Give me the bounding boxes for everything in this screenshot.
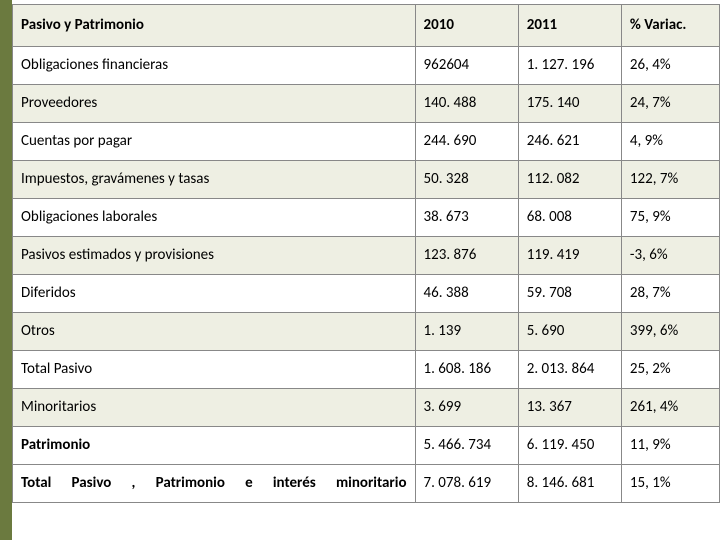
table-row: Otros1. 1395. 690399, 6% [13, 313, 720, 351]
cell-variac: 28, 7% [621, 275, 719, 313]
financial-table: Pasivo y Patrimonio 2010 2011 % Variac. … [12, 4, 720, 503]
cell-2010: 1. 139 [415, 313, 518, 351]
cell-2010: 244. 690 [415, 123, 518, 161]
cell-label: Pasivos estimados y provisiones [13, 237, 416, 275]
table-row: Cuentas por pagar244. 690246. 6214, 9% [13, 123, 720, 161]
cell-label: Total Pasivo , Patrimonio e interés mino… [13, 465, 416, 503]
cell-label: Impuestos, gravámenes y tasas [13, 161, 416, 199]
table-body: Obligaciones financieras9626041. 127. 19… [13, 47, 720, 503]
cell-label: Diferidos [13, 275, 416, 313]
table-row: Obligaciones financieras9626041. 127. 19… [13, 47, 720, 85]
cell-label: Proveedores [13, 85, 416, 123]
cell-2011: 6. 119. 450 [518, 427, 621, 465]
cell-label: Total Pasivo [13, 351, 416, 389]
cell-2010: 7. 078. 619 [415, 465, 518, 503]
cell-variac: 261, 4% [621, 389, 719, 427]
cell-2011: 175. 140 [518, 85, 621, 123]
cell-2011: 8. 146. 681 [518, 465, 621, 503]
cell-2011: 68. 008 [518, 199, 621, 237]
cell-label: Obligaciones financieras [13, 47, 416, 85]
cell-variac: 24, 7% [621, 85, 719, 123]
table-header-row: Pasivo y Patrimonio 2010 2011 % Variac. [13, 5, 720, 47]
cell-2011: 13. 367 [518, 389, 621, 427]
cell-2010: 962604 [415, 47, 518, 85]
cell-2010: 50. 328 [415, 161, 518, 199]
cell-label: Obligaciones laborales [13, 199, 416, 237]
cell-2011: 119. 419 [518, 237, 621, 275]
cell-variac: 11, 9% [621, 427, 719, 465]
cell-variac: 75, 9% [621, 199, 719, 237]
table-row: Minoritarios3. 69913. 367261, 4% [13, 389, 720, 427]
cell-variac: 4, 9% [621, 123, 719, 161]
col-header-label: Pasivo y Patrimonio [13, 5, 416, 47]
cell-variac: 399, 6% [621, 313, 719, 351]
cell-2010: 38. 673 [415, 199, 518, 237]
cell-2010: 1. 608. 186 [415, 351, 518, 389]
cell-2011: 246. 621 [518, 123, 621, 161]
table-row: Pasivos estimados y provisiones123. 8761… [13, 237, 720, 275]
cell-label: Cuentas por pagar [13, 123, 416, 161]
col-header-2011: 2011 [518, 5, 621, 47]
cell-label: Patrimonio [13, 427, 416, 465]
cell-2011: 112. 082 [518, 161, 621, 199]
cell-variac: 122, 7% [621, 161, 719, 199]
cell-2010: 46. 388 [415, 275, 518, 313]
cell-2010: 140. 488 [415, 85, 518, 123]
table-row: Diferidos46. 38859. 70828, 7% [13, 275, 720, 313]
table-row: Patrimonio5. 466. 7346. 119. 45011, 9% [13, 427, 720, 465]
cell-2010: 123. 876 [415, 237, 518, 275]
cell-label: Minoritarios [13, 389, 416, 427]
table-row: Obligaciones laborales38. 67368. 00875, … [13, 199, 720, 237]
table-row: Impuestos, gravámenes y tasas50. 328112.… [13, 161, 720, 199]
table-row: Total Pasivo1. 608. 1862. 013. 86425, 2% [13, 351, 720, 389]
col-header-2010: 2010 [415, 5, 518, 47]
table-row: Proveedores140. 488175. 14024, 7% [13, 85, 720, 123]
cell-2011: 2. 013. 864 [518, 351, 621, 389]
col-header-variac: % Variac. [621, 5, 719, 47]
cell-2011: 59. 708 [518, 275, 621, 313]
table-row: Total Pasivo , Patrimonio e interés mino… [13, 465, 720, 503]
cell-variac: 26, 4% [621, 47, 719, 85]
table-container: Pasivo y Patrimonio 2010 2011 % Variac. … [12, 0, 720, 540]
cell-2010: 3. 699 [415, 389, 518, 427]
cell-2011: 5. 690 [518, 313, 621, 351]
cell-2010: 5. 466. 734 [415, 427, 518, 465]
cell-variac: -3, 6% [621, 237, 719, 275]
cell-label: Otros [13, 313, 416, 351]
cell-variac: 15, 1% [621, 465, 719, 503]
cell-variac: 25, 2% [621, 351, 719, 389]
left-accent-border [0, 0, 12, 540]
cell-2011: 1. 127. 196 [518, 47, 621, 85]
